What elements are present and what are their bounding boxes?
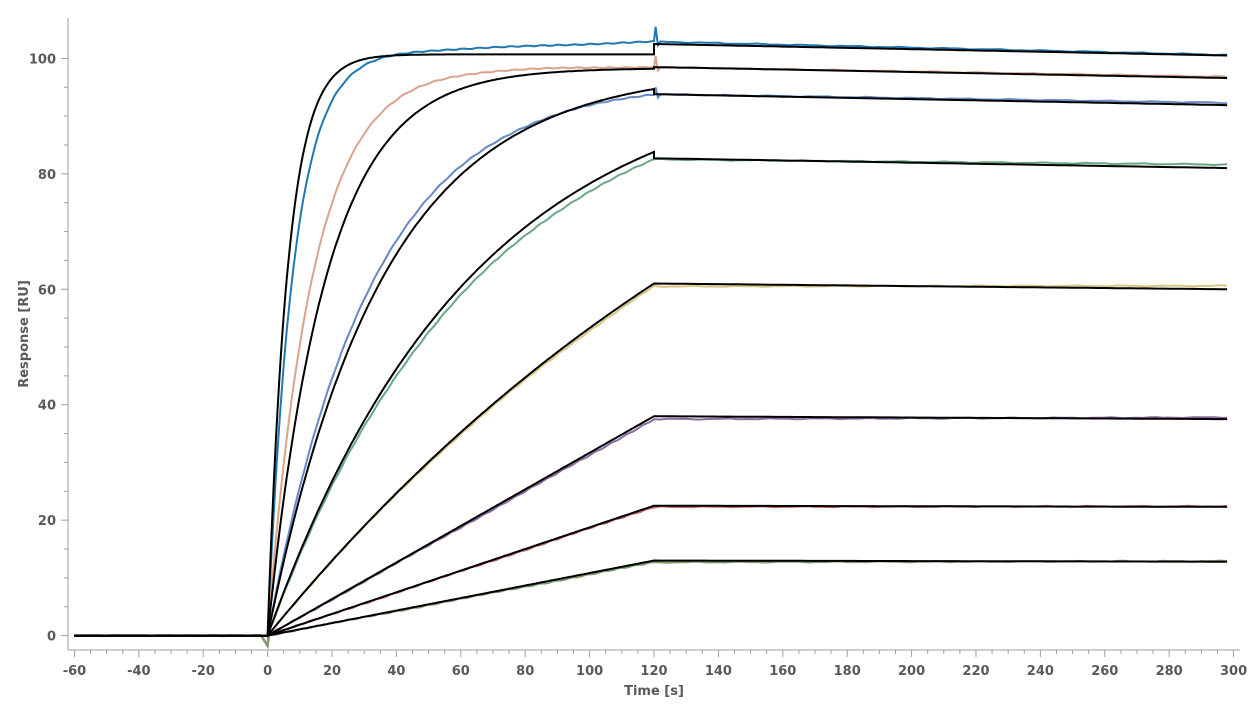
x-tick-label: 300 [1220, 664, 1247, 679]
measured-curve-7 [74, 504, 1228, 649]
y-axis-title: Response [RU] [17, 280, 32, 388]
fit-curve-1 [74, 42, 1228, 637]
measured-curve-5 [74, 284, 1228, 649]
x-tick-label: 260 [1091, 664, 1118, 679]
measured-curve-8 [74, 559, 1228, 649]
x-tick-label: 180 [834, 664, 861, 679]
measured-curve-1 [74, 26, 1228, 650]
x-tick-label: 200 [898, 664, 925, 679]
x-tick-label: 140 [705, 664, 732, 679]
x-tick-label: 40 [387, 664, 405, 679]
x-tick-label: 60 [452, 664, 470, 679]
y-tick-label: 20 [38, 514, 56, 529]
measured-curve-6 [74, 416, 1228, 649]
x-tick-label: -20 [191, 664, 215, 679]
x-tick-label: 100 [576, 664, 603, 679]
y-tick-label: 80 [38, 168, 56, 183]
fit-curve-5 [74, 282, 1228, 637]
x-tick-label: 280 [1156, 664, 1183, 679]
x-tick-label: 220 [962, 664, 989, 679]
fit-curve-3 [74, 87, 1228, 637]
x-tick-label: 20 [323, 664, 341, 679]
y-tick-label: 0 [47, 630, 56, 645]
y-tick-label: 40 [38, 399, 56, 414]
x-tick-label: 0 [263, 664, 272, 679]
x-tick-label: 160 [769, 664, 796, 679]
y-axis-ticks: 0 20 40 60 80 100 [29, 52, 68, 645]
series-layer [74, 26, 1228, 650]
measured-curve-4 [74, 157, 1228, 650]
fit-curve-2 [74, 66, 1228, 637]
x-axis-title: Time [s] [624, 684, 684, 699]
x-axis-ticks: -60 -40 -20 0 20 40 60 80 100 120 140 160 180 200 220 2… [63, 650, 1247, 679]
x-tick-label: -40 [127, 664, 151, 679]
fit-curve-7 [74, 504, 1228, 637]
x-tick-label: 240 [1027, 664, 1054, 679]
y-tick-label: 100 [29, 52, 56, 67]
fit-curve-8 [74, 559, 1228, 637]
x-tick-label: -60 [63, 664, 87, 679]
y-tick-label: 60 [38, 283, 56, 298]
fit-curve-4 [74, 150, 1228, 637]
x-tick-label: 120 [640, 664, 667, 679]
fit-curve-6 [74, 415, 1228, 637]
x-tick-label: 80 [516, 664, 534, 679]
measured-curve-2 [74, 55, 1228, 650]
